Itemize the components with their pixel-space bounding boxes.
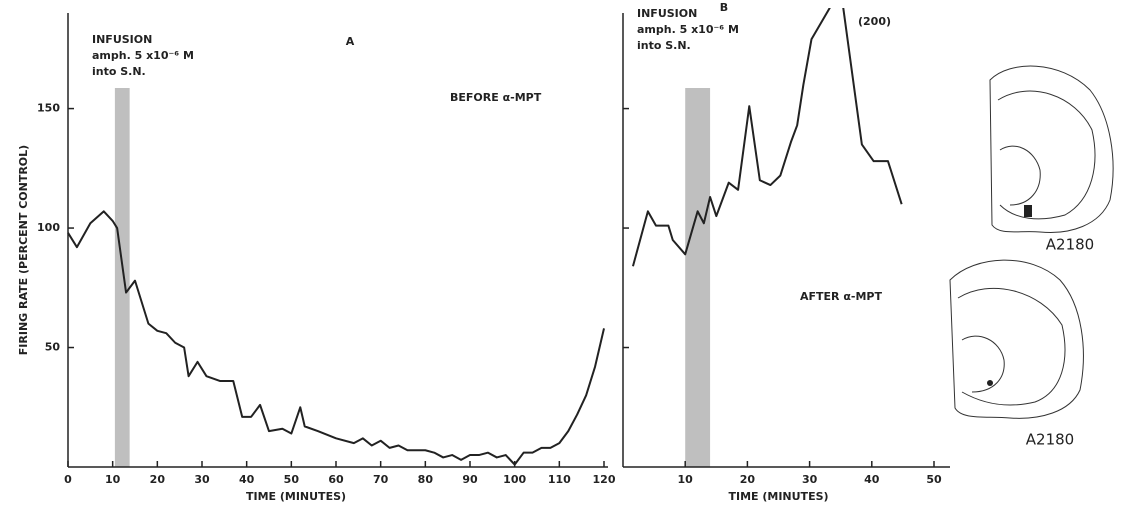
x-tick-label: 10 [105,473,121,486]
panel: 0 10 20 30 40 50 60 70 80 90 100 110 120 50 100 150 TIME… [17,13,616,503]
x-tick-label: 70 [373,473,389,486]
annotation: into S.N. [92,65,146,78]
x-tick-label: 80 [418,473,434,486]
x-tick-label: 20 [150,473,166,486]
y-axis-label: FIRING RATE (PERCENT CONTROL) [17,145,30,355]
annotation: BEFORE α-MPT [450,91,542,104]
x-tick-label: 20 [740,473,756,486]
x-tick-label: 30 [802,473,818,486]
panel: 10 20 30 40 50 TIME (MINUTES) B INFUSION amph. 5… [623,0,950,503]
annotation: INFUSION [92,33,152,46]
x-tick-label: 120 [593,473,616,486]
page: {"chart_data": [ {"type": "line", "panel… [0,0,1127,521]
x-tick-label: 90 [462,473,478,486]
annotation: amph. 5 x10⁻⁶ M [637,23,739,36]
annotation: (200) [858,15,891,28]
infusion-band [685,88,710,467]
brain-section-lower [950,260,1083,418]
x-axis-label: TIME (MINUTES) [246,490,346,503]
annotation: amph. 5 x10⁻⁶ M [92,49,194,62]
panel-label: A [346,35,355,48]
x-axis-label: TIME (MINUTES) [728,490,828,503]
x-tick-label: 60 [328,473,344,486]
annotation: AFTER α-MPT [800,290,882,303]
x-tick-label: 110 [548,473,571,486]
x-tick-label: 10 [678,473,694,486]
annotation: into S.N. [637,39,691,52]
data-line [68,211,604,464]
infusion-band [115,88,130,467]
x-tick-label: 40 [864,473,880,486]
x-tick-label: 50 [284,473,300,486]
x-tick-label: 40 [239,473,255,486]
y-tick-label: 50 [45,341,61,354]
section-label: A2180 [1026,431,1074,449]
x-tick-label: 100 [503,473,526,486]
x-tick-label: 50 [926,473,942,486]
y-tick-label: 100 [37,221,60,234]
x-tick-label: 0 [64,473,72,486]
panel-label: B [720,1,728,14]
line-group [68,211,604,464]
section-label: A2180 [1046,236,1094,254]
annotation: INFUSION [637,7,697,20]
brain-section-upper [990,66,1113,232]
x-tick-label: 30 [194,473,210,486]
y-tick-label: 150 [37,102,60,115]
figure: 0 10 20 30 40 50 60 70 80 90 100 110 120 50 100 150 TIME… [0,0,1127,521]
